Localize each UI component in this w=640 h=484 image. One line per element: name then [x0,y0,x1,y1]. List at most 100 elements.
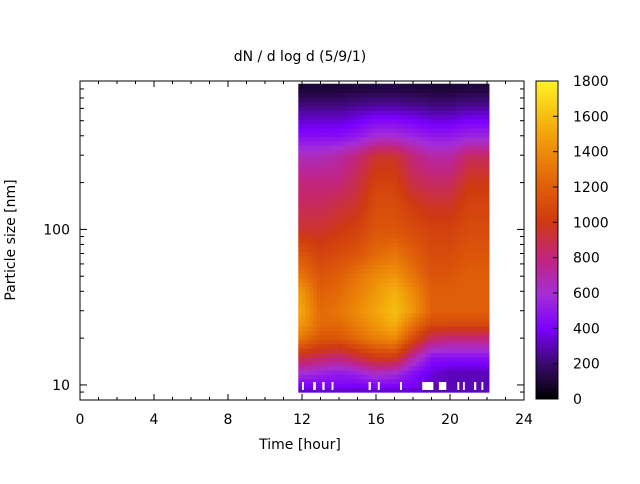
heatmap-cell [400,387,406,393]
heatmap-cell [360,163,365,169]
heatmap-cell [349,185,354,191]
heatmap-cell [481,123,486,129]
heatmap-cell [422,308,428,314]
heatmap-cell [301,374,307,380]
heatmap-cell [397,281,402,287]
heatmap-cell [312,264,318,270]
heatmap-cell [301,264,307,270]
heatmap-cell [334,224,340,230]
heatmap-cell [360,303,365,309]
heatmap-cell [338,387,343,393]
heatmap-cell [455,356,461,362]
heatmap-cell [334,356,340,362]
heatmap-cell [455,299,461,305]
heatmap-cell [356,281,362,287]
heatmap-cell [360,145,365,151]
heatmap-cell [397,361,402,367]
heatmap-cell [455,132,461,138]
heatmap-cell [342,378,347,384]
heatmap-cell [386,224,391,230]
heatmap-cell [334,180,340,186]
heatmap-cell [367,365,373,371]
heatmap-cell [430,242,435,248]
heatmap-cell [433,149,439,155]
heatmap-cell [466,348,472,353]
heatmap-cell [404,273,409,279]
heatmap-cell [364,281,369,287]
heatmap-cell [389,317,395,323]
heatmap-cell [349,268,354,274]
heatmap-cell [301,356,307,362]
heatmap-cell [309,233,314,239]
heatmap-cell [349,387,354,393]
heatmap-cell [375,339,380,345]
heatmap-cell [349,339,354,345]
heatmap-cell [327,118,332,124]
heatmap-cell [481,317,486,323]
heatmap-cell [404,295,409,301]
heatmap-cell [356,229,362,235]
heatmap-cell [459,334,464,340]
heatmap-cell [309,154,314,160]
heatmap-cell [338,136,343,142]
heatmap-cell [433,365,439,371]
heatmap-cell [393,163,398,169]
heatmap-cell [470,149,475,155]
heatmap-cell [389,149,395,155]
heatmap-cell [378,281,384,287]
heatmap-cell [430,132,435,138]
heatmap-cell [404,229,409,235]
heatmap-cell [345,356,351,362]
heatmap-cell [327,259,332,265]
heatmap-cell [441,290,446,296]
heatmap-cell [430,136,435,142]
heatmap-cell [301,88,307,94]
heatmap-cell [389,158,395,164]
heatmap-cell [397,303,402,309]
heatmap-cell [448,180,453,186]
heatmap-cell [419,180,424,186]
heatmap-cell [441,299,446,305]
heatmap-cell [301,268,307,274]
heatmap-cell [301,110,307,116]
heatmap-cell [371,123,376,129]
heatmap-cell [430,339,435,345]
heatmap-cell [463,127,468,133]
heatmap-cell [349,281,354,287]
heatmap-cell [378,299,384,305]
heatmap-cell [474,105,479,111]
heatmap-cell [298,185,303,191]
heatmap-cell [378,374,384,380]
heatmap-cell [437,308,442,314]
heatmap-cell [459,242,464,248]
heatmap-cell [430,211,435,217]
heatmap-cell [305,118,310,124]
heatmap-cell [455,145,461,151]
heatmap-cell [404,348,409,353]
heatmap-cell [400,356,406,362]
heatmap-cell [474,145,479,151]
heatmap-cell [389,154,395,160]
heatmap-cell [349,132,354,138]
heatmap-cell [345,299,351,305]
heatmap-cell [353,83,358,89]
heatmap-cell [327,110,332,116]
heatmap-cell [459,202,464,208]
heatmap-cell [331,273,336,279]
heatmap-cell [400,343,406,349]
heatmap-cell [400,348,406,353]
heatmap-cell [305,308,310,314]
heatmap-cell [378,123,384,129]
heatmap-cell [459,352,464,358]
heatmap-cell [448,387,453,393]
heatmap-cell [338,268,343,274]
heatmap-cell [455,370,461,376]
heatmap-cell [312,224,318,230]
heatmap-cell [463,383,468,389]
heatmap-cell [382,281,387,287]
heatmap-cell [437,290,442,296]
heatmap-cell [309,312,314,318]
heatmap-cell [364,356,369,362]
heatmap-cell [301,325,307,331]
heatmap-cell [320,211,325,217]
